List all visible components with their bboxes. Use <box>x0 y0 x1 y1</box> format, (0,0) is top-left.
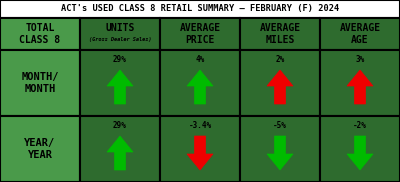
Text: -3.4%: -3.4% <box>188 122 212 130</box>
Polygon shape <box>187 70 213 104</box>
Bar <box>0 50 80 116</box>
Text: 29%: 29% <box>113 122 127 130</box>
Text: TOTAL
CLASS 8: TOTAL CLASS 8 <box>20 23 60 45</box>
Bar <box>240 116 320 182</box>
Bar <box>160 18 240 50</box>
Polygon shape <box>107 70 133 104</box>
Text: 3%: 3% <box>355 56 365 64</box>
Polygon shape <box>267 136 293 170</box>
Text: 2%: 2% <box>275 56 285 64</box>
Bar <box>320 18 400 50</box>
Bar <box>0 116 80 182</box>
Polygon shape <box>187 136 213 170</box>
Bar <box>240 50 320 116</box>
Text: YEAR/
YEAR: YEAR/ YEAR <box>24 138 56 160</box>
Bar <box>160 116 240 182</box>
Bar <box>0 18 80 50</box>
Polygon shape <box>107 136 133 170</box>
Bar <box>320 50 400 116</box>
Text: -5%: -5% <box>273 122 287 130</box>
Bar <box>80 116 160 182</box>
Bar <box>160 50 240 116</box>
Text: AVERAGE
PRICE: AVERAGE PRICE <box>180 23 220 45</box>
Text: 29%: 29% <box>113 56 127 64</box>
Bar <box>320 116 400 182</box>
Text: -2%: -2% <box>353 122 367 130</box>
Bar <box>240 18 320 50</box>
Polygon shape <box>267 70 293 104</box>
Text: 4%: 4% <box>195 56 205 64</box>
Bar <box>80 50 160 116</box>
Polygon shape <box>347 70 373 104</box>
Text: (Gross Dealer Sales): (Gross Dealer Sales) <box>89 37 151 43</box>
Text: AVERAGE
MILES: AVERAGE MILES <box>260 23 300 45</box>
Text: MONTH/
MONTH: MONTH/ MONTH <box>21 72 59 94</box>
Bar <box>0 0 400 18</box>
Bar <box>80 18 160 50</box>
Polygon shape <box>347 136 373 170</box>
Text: AVERAGE
AGE: AVERAGE AGE <box>340 23 380 45</box>
Text: ACT's USED CLASS 8 RETAIL SUMMARY – FEBRUARY (F) 2024: ACT's USED CLASS 8 RETAIL SUMMARY – FEBR… <box>61 5 339 13</box>
Text: UNITS: UNITS <box>105 23 135 33</box>
